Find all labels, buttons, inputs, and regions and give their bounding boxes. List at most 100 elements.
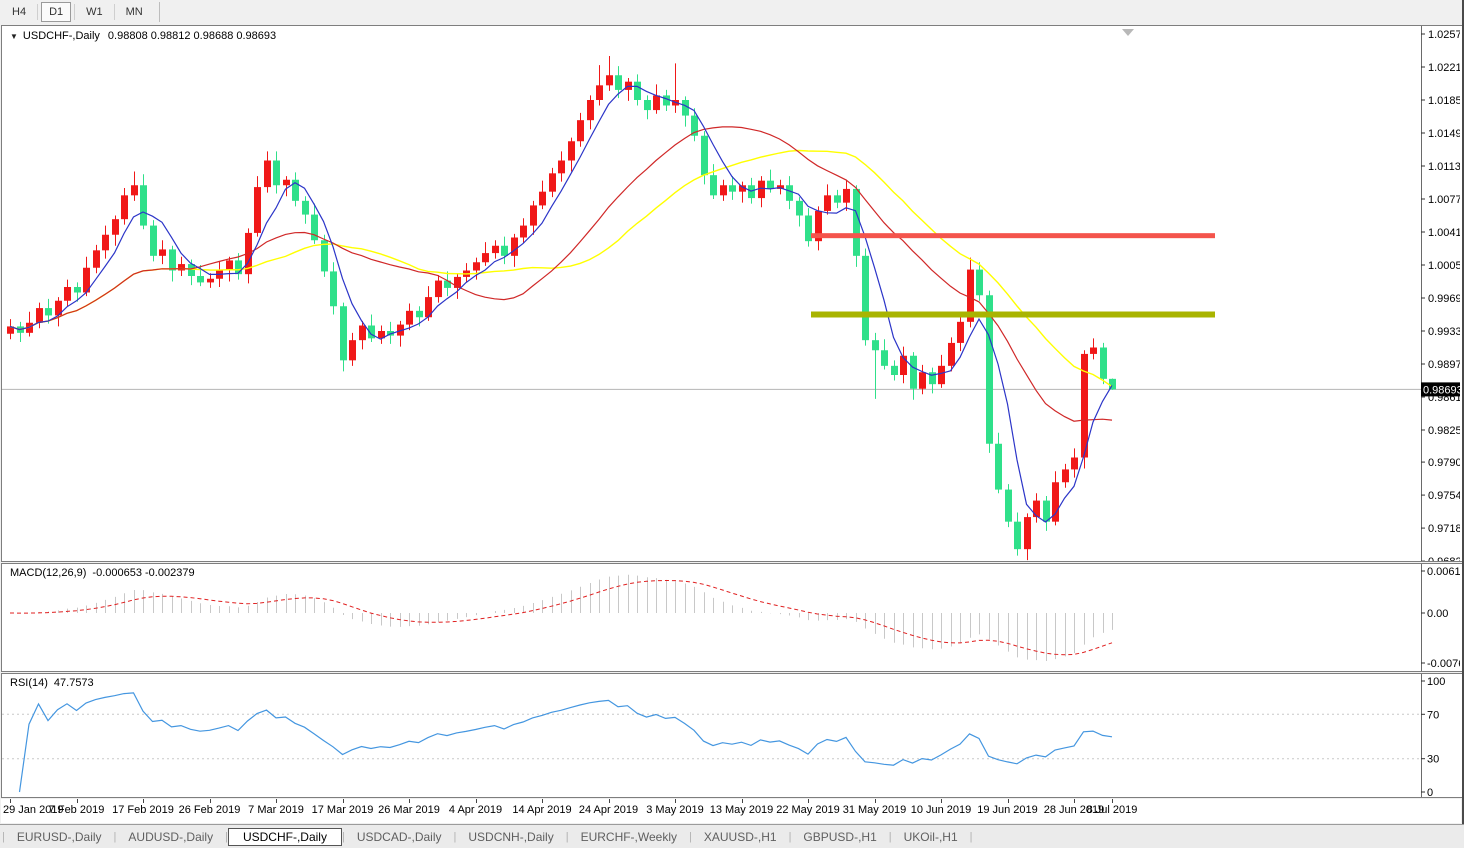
timeframe-toolbar: H4 D1 W1 MN [0, 0, 1464, 24]
date-label: 29 Jan 2019 [3, 804, 64, 816]
date-label: 28 Jun 2019 [1043, 804, 1105, 816]
window-edge-divider[interactable] [1462, 0, 1464, 824]
price-axis-label: 1.01850 [1428, 95, 1460, 107]
tab-separator: | [969, 830, 973, 843]
date-tick [1007, 799, 1009, 803]
price-axis-label: 1.02210 [1428, 62, 1460, 74]
date-tick [209, 799, 211, 803]
macd-indicator-panel[interactable]: 0.00613 0.00 -0.007612 MACD(12,26,9) -0.000… [1, 563, 1463, 672]
rsi-plot: 100 70 30 0 [2, 674, 1445, 797]
date-label: 31 May 2019 [842, 804, 907, 816]
chart-tab-gbpusd[interactable]: GBPUSD-,H1 [803, 829, 877, 844]
price-axis-label: 1.02570 [1428, 29, 1460, 41]
rsi-line [18, 692, 1113, 793]
rsi-label: RSI(14) 47.7573 [10, 677, 94, 689]
price-axis-label: 1.00410 [1428, 227, 1460, 239]
ma_slow-line [9, 149, 1113, 388]
horizontal-ray-0 [811, 233, 1215, 239]
date-tick [608, 799, 610, 803]
price-axis-label: 1.00770 [1428, 194, 1460, 206]
chart-tab-eurchf[interactable]: EURCHF-,Weekly [580, 829, 678, 844]
date-label: 7 Feb 2019 [48, 804, 105, 816]
tab-separator: | [788, 830, 792, 843]
chart-tab-xauusd[interactable]: XAUUSD-,H1 [703, 829, 777, 844]
ma_mid-line [9, 126, 1113, 422]
price-plot[interactable]: 1.02570 1.02210 1.01850 1.01490 1.01130 1.007… [2, 26, 1460, 561]
timeframe-button-w1[interactable]: W1 [86, 6, 103, 18]
chart-tab-ukoil[interactable]: UKOil-,H1 [903, 829, 958, 844]
date-tick [741, 799, 743, 803]
date-tick [542, 799, 543, 803]
date-label: 7 Mar 2019 [248, 804, 304, 816]
rsi-axis-label: 70 [1427, 709, 1439, 721]
macd-signal-line [9, 579, 1113, 656]
date-tick [409, 799, 410, 803]
toolbar-separator [74, 4, 76, 20]
tab-separator: | [225, 830, 228, 843]
timeframe-button-d1[interactable]: D1 [41, 2, 72, 22]
ma_fast-line [9, 85, 1113, 523]
macd-axis-label: -0.007612 [1427, 658, 1460, 670]
timeframe-button-mn[interactable]: MN [125, 6, 143, 18]
chart-tab-usdcnh[interactable]: USDCNH-,Daily [468, 829, 554, 844]
date-label: 22 May 2019 [776, 804, 840, 816]
candlesticks [7, 56, 1116, 561]
date-label: 19 Jun 2019 [977, 804, 1038, 816]
date-axis[interactable]: 29 Jan 2019 7 Feb 2019 17 Feb 2019 26 Feb 2… [1, 799, 1461, 823]
macd-plot: 0.00613 0.00 -0.007612 [9, 564, 1460, 671]
date-label: 8 Jul 2019 [1086, 804, 1138, 816]
tab-separator: | [341, 830, 345, 843]
date-label: 26 Mar 2019 [378, 804, 440, 816]
symbol-period-label: USDCHF-,Daily [22, 30, 100, 42]
date-label: 10 Jun 2019 [910, 804, 972, 816]
price-axis-label: 1.01130 [1428, 161, 1460, 173]
macd-axis-label: 0.00613 [1427, 566, 1460, 578]
date-tick [342, 799, 344, 803]
rsi-axis-label: 30 [1427, 754, 1439, 766]
toolbar-separator [158, 2, 160, 22]
date-label: 3 May 2019 [646, 804, 704, 816]
date-tick [76, 799, 78, 803]
chart-tab-usdcad[interactable]: USDCAD-,Daily [356, 829, 442, 844]
tab-separator: | [565, 830, 569, 843]
macd-name: MACD(12,26,9) [10, 567, 87, 579]
price-axis-label: 0.96820 [1428, 556, 1460, 561]
macd-histogram [20, 574, 1113, 661]
date-tick [10, 799, 11, 803]
chart-tab-bar: | EURUSD-,Daily | AUDUSD-,Daily | USDCHF-,Dai… [0, 824, 1464, 848]
date-tick [276, 799, 277, 803]
chart-tab-audusd[interactable]: AUDUSD-,Daily [128, 829, 214, 844]
current-price-badge-text: 0.98693 [1423, 384, 1460, 396]
horizontal-ray-1 [811, 311, 1215, 318]
tab-separator: | [888, 830, 892, 843]
rsi-indicator-panel[interactable]: 100 70 30 0 RSI(14) 47.7573 [1, 673, 1463, 798]
chart-tab-usdchf[interactable]: USDCHF-,Daily [227, 827, 342, 846]
price-chart-panel[interactable]: 1.02570 1.02210 1.01850 1.01490 1.01130 1.007… [1, 25, 1463, 562]
date-tick [475, 799, 477, 803]
tab-separator: | [2, 830, 5, 843]
date-label: 24 Apr 2019 [578, 804, 639, 816]
rsi-axis-label: 100 [1427, 676, 1445, 688]
rsi-axis-label: 0 [1427, 787, 1433, 797]
date-tick [874, 799, 876, 803]
date-tick [1074, 799, 1075, 803]
rsi-name: RSI(14) [10, 677, 48, 689]
price-axis-label: 1.01490 [1428, 128, 1460, 140]
collapse-arrow-icon[interactable]: ▼ [10, 32, 18, 41]
chart-tab-eurusd[interactable]: EURUSD-,Daily [16, 829, 102, 844]
ohlc-readout: 0.98808 0.98812 0.98688 0.98693 [107, 30, 277, 42]
toolbar-separator [113, 4, 115, 20]
date-tick [941, 799, 942, 803]
toolbar-separator [37, 4, 39, 20]
timeframe-button-h4[interactable]: H4 [12, 6, 27, 18]
rsi-value: 47.7573 [53, 677, 94, 689]
date-tick [143, 799, 144, 803]
